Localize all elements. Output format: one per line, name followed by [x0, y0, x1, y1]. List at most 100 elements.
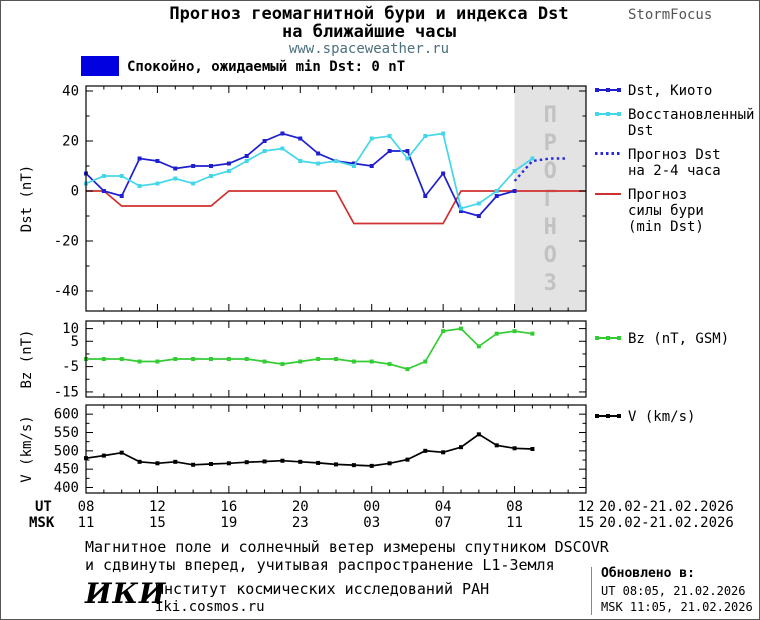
legend-v-panel: V (km/s) [595, 409, 695, 425]
series-marker [316, 460, 321, 465]
y-tick-label: -5 [62, 359, 79, 375]
series-marker [244, 460, 249, 465]
series-marker [476, 432, 481, 437]
series-marker [262, 139, 267, 143]
series-marker [494, 443, 499, 448]
series-marker [155, 461, 160, 466]
ut-date-range: 20.02-21.02.2026 [599, 499, 734, 515]
legend-item-forecast-dst: Прогноз Dst на 2-4 часа [595, 147, 754, 179]
x-tick-label: 15 [148, 515, 166, 531]
series-marker [191, 181, 196, 186]
series-marker [209, 357, 213, 361]
dst-kyoto-line-sample [595, 87, 621, 92]
forecast-dst-line-sample [595, 151, 621, 156]
series-marker [226, 169, 231, 173]
forecast-region-letter: П [544, 103, 557, 128]
x-tick-label: 11 [77, 515, 95, 531]
updated-label: Обновлено в: [601, 566, 695, 581]
updated-msk: MSK 11:05, 21.02.2026 [601, 600, 753, 614]
y-tick-label: 10 [62, 321, 79, 337]
forecast-region-letter: З [544, 271, 557, 296]
legend-label-storm-2: силы бури [628, 203, 704, 219]
legend-label-forecast-1: Прогноз Dst [628, 147, 721, 163]
series-marker [351, 463, 356, 468]
series-marker [494, 194, 499, 198]
series-marker [316, 151, 321, 156]
title-line2: на ближайшие часы [282, 22, 456, 42]
series-marker [476, 344, 481, 349]
x-tick-label: 12 [148, 499, 166, 515]
x-tick-label: 08 [77, 499, 95, 515]
series-marker [334, 462, 338, 467]
series-marker [137, 184, 142, 188]
footer-note-line2: и сдвинуты вперед, учитывая распростране… [85, 556, 555, 574]
spaceweather-link[interactable]: www.spaceweather.ru [288, 41, 450, 57]
series-line [513, 157, 569, 182]
x-tick-label: 03 [363, 515, 381, 531]
x-tick-label: 12 [577, 499, 595, 515]
iki-logo: ИКИ [85, 577, 167, 610]
x-tick-label: 00 [363, 499, 381, 515]
series-marker [423, 194, 428, 198]
series-marker [262, 459, 267, 464]
series-marker [209, 462, 213, 467]
updated-ut: UT 08:05, 21.02.2026 [601, 584, 746, 598]
series-marker [173, 459, 178, 464]
forecast-region-letter: О [544, 159, 557, 184]
forecast-region-letter: О [544, 243, 557, 268]
x-axis-ut-row: UT 20.02-21.02.2026 08 12 16 20 00 04 08 12 [1, 499, 759, 515]
series-marker [280, 146, 285, 151]
series-marker [316, 161, 321, 166]
series-marker [155, 159, 160, 163]
series-marker [476, 201, 481, 206]
series-marker [387, 134, 392, 138]
institute-site-link[interactable]: iki.cosmos.ru [155, 599, 265, 615]
brand-label: StormFocus [628, 7, 713, 23]
series-marker [137, 359, 142, 364]
series-marker [512, 189, 517, 193]
y-tick-label: 400 [54, 480, 79, 496]
series-marker [494, 331, 499, 336]
legend-label-v: V (km/s) [628, 409, 696, 425]
series-marker [387, 362, 392, 367]
series-marker [441, 171, 446, 176]
series-marker [119, 450, 124, 455]
series-marker [262, 359, 267, 364]
legend-label-bz: Bz (nT, GSM) [628, 331, 730, 347]
series-marker [226, 357, 231, 361]
y-tick-label: 5 [71, 334, 79, 350]
y-tick-label: -20 [54, 234, 79, 250]
series-marker [512, 329, 517, 334]
series-line [86, 327, 533, 370]
series-marker [280, 131, 285, 136]
series-marker [173, 176, 178, 181]
series-marker [101, 174, 106, 178]
x-tick-label: 08 [506, 499, 523, 515]
x-axis-msk-row: MSK 20.02-21.02.2026 11 15 19 23 03 07 11 15 [1, 515, 759, 531]
series-marker [244, 159, 249, 163]
series-marker [119, 194, 124, 198]
legend-item-restored-dst: Восстановленный Dst [595, 107, 754, 139]
series-marker [137, 156, 142, 161]
x-tick-label: 23 [291, 515, 309, 531]
series-marker [101, 189, 106, 193]
series-marker [191, 462, 196, 467]
series-marker [298, 359, 303, 364]
series-marker [244, 154, 249, 158]
series-marker [191, 164, 196, 168]
page-title: Прогноз геомагнитной бури и индекса Dst … [61, 5, 677, 41]
ut-axis-label: UT [35, 499, 52, 515]
series-marker [298, 159, 303, 163]
y-tick-label: 40 [62, 84, 79, 100]
legend-label-forecast-2: на 2-4 часа [628, 163, 721, 179]
forecast-region-letter: Н [544, 215, 557, 240]
bz-line-sample [595, 335, 621, 340]
y-axis-title: V (km/s) [19, 415, 35, 482]
series-marker [387, 461, 392, 466]
series-marker [119, 357, 124, 361]
legend-label-restored-1: Восстановленный [628, 107, 755, 123]
series-marker [512, 446, 517, 451]
series-marker [369, 164, 374, 168]
storm-forecast-line-sample [595, 191, 621, 196]
y-tick-label: 600 [54, 407, 79, 423]
